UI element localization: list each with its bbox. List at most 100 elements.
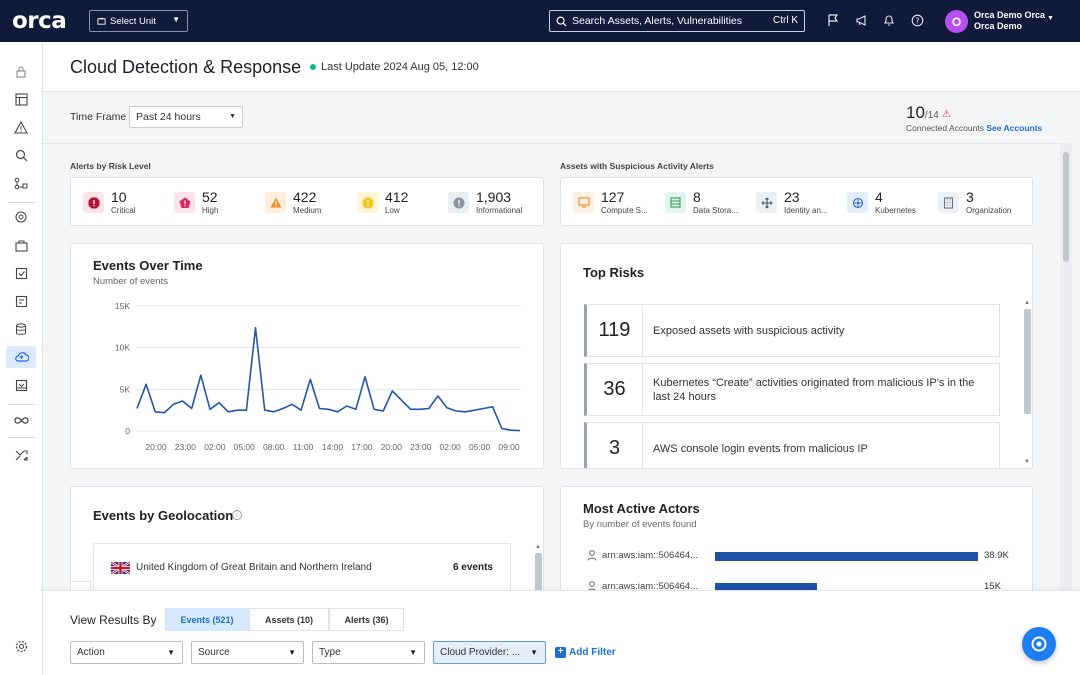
asset-organization[interactable]: 3 Organization xyxy=(938,190,1011,215)
scrollbar-thumb[interactable] xyxy=(535,553,542,595)
tab-events[interactable]: Events (521) xyxy=(165,608,249,631)
scroll-down-icon[interactable]: ▼ xyxy=(1024,459,1030,465)
assets-suspicious-panel: 127 Compute S... 8 Data Stora... 23 Identit… xyxy=(560,177,1033,226)
dashboard-icon[interactable] xyxy=(13,91,29,107)
global-search-input[interactable]: Search Assets, Alerts, Vulnerabilities C… xyxy=(549,10,805,32)
actor-value: 15K xyxy=(984,581,1001,592)
asset-kubernetes[interactable]: 4 Kubernetes xyxy=(847,190,916,215)
results-panel: View Results By Events (521) Assets (10)… xyxy=(43,590,1080,675)
see-accounts-link[interactable]: See Accounts xyxy=(986,123,1043,133)
graph-icon[interactable] xyxy=(13,175,29,191)
events-over-time-card: Events Over Time Number of events 15K 10K… xyxy=(70,243,544,469)
geolocation-scrollbar[interactable]: ▲ xyxy=(535,544,543,595)
page-scrollbar[interactable] xyxy=(1060,143,1072,590)
help-icon[interactable]: ? xyxy=(909,12,925,28)
sidebar-divider xyxy=(8,404,35,405)
risk-description: Kubernetes “Create” activities originate… xyxy=(653,376,975,403)
unit-select[interactable]: Select Unit ▼ xyxy=(89,10,188,32)
asset-data-storage[interactable]: 8 Data Stora... xyxy=(665,190,738,215)
search-shortcut: Ctrl K xyxy=(773,15,798,26)
filter-source[interactable]: Source ▼ xyxy=(191,641,304,664)
kubernetes-icon xyxy=(847,192,868,213)
x-tick-label: 02:00 xyxy=(440,442,462,452)
alert-icon[interactable] xyxy=(13,119,29,135)
events-line-chart: 15K 10K 5K 0 20:00 23:00 02:00 05:00 08:00 11:00 1… xyxy=(115,301,521,452)
filter-cloud-provider[interactable]: Cloud Provider: ... ▼ xyxy=(433,641,546,664)
actor-bar xyxy=(715,552,978,561)
shuffle-icon[interactable] xyxy=(13,447,29,463)
briefcase-icon[interactable] xyxy=(13,237,29,253)
scroll-up-icon[interactable]: ▲ xyxy=(1024,300,1030,306)
database-icon[interactable] xyxy=(13,321,29,337)
user-name: Orca Demo Orca xyxy=(974,10,1046,20)
tab-assets[interactable]: Assets (10) xyxy=(249,608,329,631)
total-accounts: /14 xyxy=(924,110,939,121)
megaphone-icon[interactable] xyxy=(853,12,869,28)
x-tick-label: 23:00 xyxy=(410,442,432,452)
risk-informational[interactable]: 1,903 Informational xyxy=(448,190,522,215)
geolocation-row[interactable]: United Kingdom of Great Britain and Nort… xyxy=(93,543,511,591)
series-line[interactable] xyxy=(136,326,521,432)
sidebar xyxy=(0,42,43,675)
risk-low[interactable]: 412 Low xyxy=(357,190,408,215)
inbox-icon[interactable] xyxy=(13,377,29,393)
add-filter-button[interactable]: + Add Filter xyxy=(555,647,616,658)
chevron-down-icon: ▼ xyxy=(229,113,236,120)
chat-support-button[interactable] xyxy=(1022,627,1056,661)
building-icon xyxy=(938,192,959,213)
cloud-detection-icon[interactable] xyxy=(6,346,36,368)
flag-icon[interactable] xyxy=(825,12,841,28)
risk-label: Critical xyxy=(111,206,136,215)
y-tick-label: 5K xyxy=(120,384,131,394)
asset-compute[interactable]: 127 Compute S... xyxy=(573,190,648,215)
connected-accounts-count: 10/14 xyxy=(906,103,939,123)
info-icon[interactable]: i xyxy=(232,510,242,520)
page-title: Cloud Detection & Response xyxy=(70,57,302,77)
asset-value: 127 xyxy=(601,189,625,205)
settings-icon[interactable] xyxy=(13,638,29,654)
shield-gear-icon[interactable] xyxy=(13,209,29,225)
bell-icon[interactable] xyxy=(881,12,897,28)
geolocation-title: Events by Geolocation xyxy=(93,508,234,523)
warning-icon: ⚠ xyxy=(942,109,951,120)
orca-logo[interactable]: orca xyxy=(12,8,67,34)
top-bar: orca Select Unit ▼ Search Assets, Alerts… xyxy=(0,0,1080,42)
asset-label: Kubernetes xyxy=(875,206,916,215)
filter-action[interactable]: Action ▼ xyxy=(70,641,183,664)
scrollbar-thumb[interactable] xyxy=(1024,309,1031,414)
database-icon xyxy=(665,192,686,213)
checklist-icon[interactable] xyxy=(13,265,29,281)
timeframe-label: Time Frame xyxy=(70,111,127,123)
scrollbar-thumb[interactable] xyxy=(1063,152,1069,262)
risk-label: High xyxy=(202,206,219,215)
scroll-up-icon[interactable]: ▲ xyxy=(535,544,541,550)
top-risks-scrollbar[interactable]: ▲ ▼ xyxy=(1023,300,1032,468)
risk-label: Medium xyxy=(293,206,322,215)
user-menu[interactable]: Orca Demo Orca Orca Demo xyxy=(974,10,1045,32)
chevron-down-icon[interactable]: ▼ xyxy=(1047,15,1054,22)
filter-type[interactable]: Type ▼ xyxy=(312,641,425,664)
asset-identity[interactable]: 23 Identity an... xyxy=(756,190,828,215)
report-icon[interactable] xyxy=(13,293,29,309)
top-risk-item[interactable]: 119 Exposed assets with suspicious activ… xyxy=(584,304,1000,357)
x-tick-label: 09:00 xyxy=(498,442,520,452)
actor-row[interactable]: arn:aws:iam::506464... 38.9K xyxy=(584,549,1014,565)
risk-count: 3 xyxy=(587,423,643,468)
sidebar-divider xyxy=(8,202,35,203)
uk-flag-icon xyxy=(111,562,130,574)
risk-medium[interactable]: 422 Medium xyxy=(265,190,321,215)
lock-icon[interactable] xyxy=(13,63,29,79)
risk-critical[interactable]: 10 Critical xyxy=(83,190,135,215)
infinity-icon[interactable] xyxy=(13,412,29,428)
connected-count: 10 xyxy=(906,103,925,122)
timeframe-select[interactable]: Past 24 hours ▼ xyxy=(129,106,243,128)
top-risk-item[interactable]: 3 AWS console login events from maliciou… xyxy=(584,422,1000,468)
top-risk-item[interactable]: 36 Kubernetes “Create” activities origin… xyxy=(584,363,1000,416)
asset-value: 8 xyxy=(693,189,701,205)
search-icon[interactable] xyxy=(13,147,29,163)
risk-value: 52 xyxy=(202,189,218,205)
risk-high[interactable]: 52 High xyxy=(174,190,218,215)
asset-label: Organization xyxy=(966,206,1012,215)
tab-alerts[interactable]: Alerts (36) xyxy=(329,608,404,631)
avatar[interactable]: O xyxy=(945,10,968,33)
